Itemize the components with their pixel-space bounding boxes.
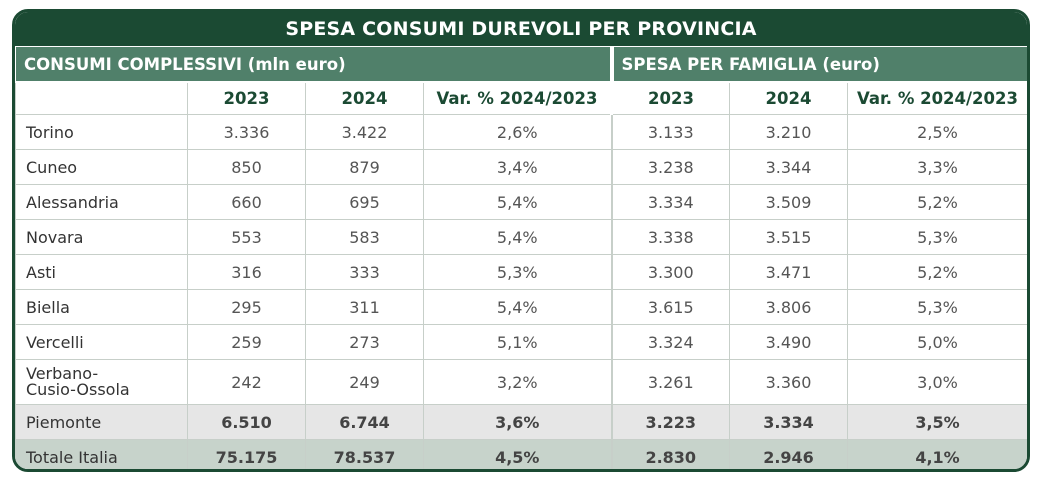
cell: 4,5% [423,439,612,469]
cell: 5,4% [423,219,612,255]
col-header: Var. % 2024/2023 [423,81,612,115]
total-name: Totale Italia [15,439,188,469]
col-header: 2023 [610,81,730,115]
total-name: Piemonte [15,404,188,440]
table-row: Novara 553 583 5,4% 3.338 3.515 5,3% [15,219,1027,255]
province-name-line: Verbano- [26,364,99,383]
cell: 2.946 [729,439,848,469]
table-row: Biella 295 311 5,4% 3.615 3.806 5,3% [15,289,1027,325]
section-right-header: SPESA PER FAMIGLIA (euro) [609,46,1027,83]
cell: 78.537 [305,439,424,469]
cell: 850 [187,149,306,185]
cell: 5,1% [423,324,612,360]
province-name: Alessandria [15,184,188,220]
cell: 6.744 [305,404,424,440]
cell: 3.223 [610,404,730,440]
cell: 5,3% [423,254,612,290]
cell: 5,2% [847,184,1027,220]
cell: 3.338 [610,219,730,255]
cell: 5,4% [423,289,612,325]
cell: 3.615 [610,289,730,325]
section-header-row: CONSUMI COMPLESSIVI (mln euro) SPESA PER… [15,46,1027,83]
cell: 3,0% [847,359,1027,405]
cell: 583 [305,219,424,255]
cell: 3,4% [423,149,612,185]
cell: 2.830 [610,439,730,469]
col-header: 2024 [729,81,848,115]
cell: 3.471 [729,254,848,290]
cell: 3.509 [729,184,848,220]
cell: 695 [305,184,424,220]
cell: 333 [305,254,424,290]
province-name: Asti [15,254,188,290]
cell: 2,5% [847,114,1027,150]
data-table: CONSUMI COMPLESSIVI (mln euro) SPESA PER… [15,46,1027,469]
table-frame: SPESA CONSUMI DUREVOLI PER PROVINCIA CON… [12,9,1030,472]
col-header: 2023 [187,81,306,115]
cell: 5,3% [847,289,1027,325]
table-title: SPESA CONSUMI DUREVOLI PER PROVINCIA [15,12,1027,46]
cell: 316 [187,254,306,290]
cell: 311 [305,289,424,325]
province-name: Torino [15,114,188,150]
cell: 2,6% [423,114,612,150]
cell: 879 [305,149,424,185]
province-name: Vercelli [15,324,188,360]
cell: 553 [187,219,306,255]
cell: 3.261 [610,359,730,405]
cell: 3,6% [423,404,612,440]
cell: 4,1% [847,439,1027,469]
cell: 5,2% [847,254,1027,290]
table-row: Alessandria 660 695 5,4% 3.334 3.509 5,2… [15,184,1027,220]
column-header-row: 2023 2024 Var. % 2024/2023 2023 2024 Var… [15,81,1027,115]
province-name: Cuneo [15,149,188,185]
cell: 6.510 [187,404,306,440]
col-header: 2024 [305,81,424,115]
province-name-line: Cusio-Ossola [26,380,130,399]
cell: 242 [187,359,306,405]
cell: 3.344 [729,149,848,185]
province-name: Novara [15,219,188,255]
cell: 3.422 [305,114,424,150]
cell: 3.324 [610,324,730,360]
section-left-header: CONSUMI COMPLESSIVI (mln euro) [15,46,612,83]
total-row-italia: Totale Italia 75.175 78.537 4,5% 2.830 2… [15,439,1027,469]
cell: 3.334 [729,404,848,440]
table-row: Cuneo 850 879 3,4% 3.238 3.344 3,3% [15,149,1027,185]
corner-cell [15,81,188,115]
table-row: Vercelli 259 273 5,1% 3.324 3.490 5,0% [15,324,1027,360]
cell: 3.300 [610,254,730,290]
cell: 3.133 [610,114,730,150]
province-name: Verbano- Cusio-Ossola [15,359,188,405]
table-row: Verbano- Cusio-Ossola 242 249 3,2% 3.261 … [15,359,1027,405]
table-row: Torino 3.336 3.422 2,6% 3.133 3.210 2,5% [15,114,1027,150]
cell: 660 [187,184,306,220]
cell: 5,3% [847,219,1027,255]
table-row: Asti 316 333 5,3% 3.300 3.471 5,2% [15,254,1027,290]
cell: 3.360 [729,359,848,405]
cell: 273 [305,324,424,360]
cell: 3.334 [610,184,730,220]
cell: 3.490 [729,324,848,360]
cell: 3,5% [847,404,1027,440]
cell: 5,4% [423,184,612,220]
cell: 249 [305,359,424,405]
cell: 3.806 [729,289,848,325]
province-name: Biella [15,289,188,325]
total-row-piemonte: Piemonte 6.510 6.744 3,6% 3.223 3.334 3,… [15,404,1027,440]
col-header: Var. % 2024/2023 [847,81,1027,115]
cell: 3,2% [423,359,612,405]
cell: 3.515 [729,219,848,255]
cell: 3.336 [187,114,306,150]
cell: 3.238 [610,149,730,185]
cell: 3.210 [729,114,848,150]
cell: 5,0% [847,324,1027,360]
cell: 3,3% [847,149,1027,185]
cell: 295 [187,289,306,325]
cell: 259 [187,324,306,360]
cell: 75.175 [187,439,306,469]
